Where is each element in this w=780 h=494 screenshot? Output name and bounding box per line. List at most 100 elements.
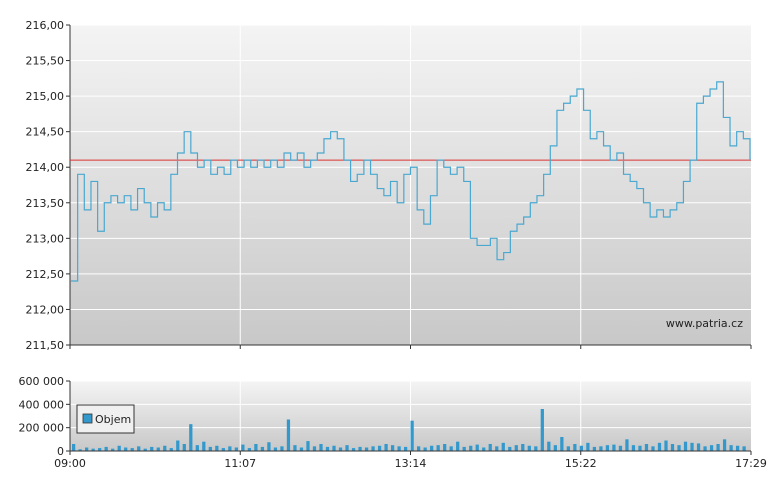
x-tick-label: 13:14 bbox=[395, 457, 427, 470]
volume-bar bbox=[98, 448, 102, 451]
volume-bar bbox=[202, 441, 206, 451]
volume-bar bbox=[111, 448, 115, 451]
volume-bar bbox=[599, 446, 603, 451]
volume-bar bbox=[286, 419, 291, 451]
volume-y-tick-label: 0 bbox=[57, 445, 64, 458]
legend-swatch bbox=[82, 413, 93, 424]
volume-bar bbox=[729, 445, 733, 451]
volume-bar bbox=[566, 446, 570, 451]
volume-bar bbox=[703, 446, 707, 451]
volume-bar bbox=[430, 445, 434, 451]
volume-y-tick-label: 200 000 bbox=[19, 422, 65, 435]
volume-bar bbox=[338, 447, 343, 451]
volume-bar bbox=[371, 446, 375, 451]
volume-bar bbox=[482, 447, 486, 451]
volume-bar bbox=[351, 448, 356, 451]
volume-bar bbox=[579, 445, 584, 451]
volume-bar bbox=[722, 439, 727, 451]
volume-bar bbox=[254, 444, 258, 451]
volume-bar bbox=[195, 445, 199, 451]
volume-bar bbox=[267, 442, 271, 451]
volume-bar bbox=[156, 447, 160, 451]
volume-bar bbox=[443, 444, 447, 451]
volume-bar bbox=[163, 445, 167, 451]
volume-bar bbox=[332, 445, 336, 451]
volume-bar bbox=[742, 446, 746, 451]
volume-bar bbox=[436, 445, 440, 451]
volume-bar bbox=[221, 448, 225, 451]
price-y-tick-label: 211,50 bbox=[26, 339, 65, 352]
volume-bar bbox=[423, 447, 427, 451]
volume-bar bbox=[410, 420, 414, 451]
volume-bar bbox=[150, 446, 154, 451]
volume-bar bbox=[137, 446, 141, 451]
volume-bar bbox=[293, 445, 297, 451]
volume-bar bbox=[495, 446, 499, 451]
volume-bar bbox=[345, 445, 349, 451]
volume-bar bbox=[625, 439, 629, 451]
watermark-text: www.patria.cz bbox=[666, 317, 743, 330]
volume-bar bbox=[488, 444, 492, 451]
price-y-tick-label: 215,50 bbox=[26, 55, 65, 68]
volume-bar bbox=[91, 448, 95, 451]
volume-bar bbox=[501, 442, 505, 451]
price-series-line bbox=[71, 81, 751, 282]
volume-legend: Objem bbox=[76, 404, 135, 434]
price-y-tick-label: 215,00 bbox=[26, 90, 65, 103]
volume-bar bbox=[644, 444, 649, 451]
price-y-tick-label: 214,50 bbox=[26, 126, 65, 139]
volume-bar bbox=[117, 445, 121, 451]
volume-bar bbox=[514, 445, 518, 451]
volume-bar bbox=[78, 449, 82, 451]
price-y-tick-label: 212,00 bbox=[26, 303, 65, 316]
price-y-tick-label: 212,50 bbox=[26, 268, 65, 281]
volume-bar bbox=[735, 445, 740, 451]
volume-bar bbox=[228, 446, 232, 451]
volume-bar bbox=[592, 446, 597, 451]
volume-bar bbox=[651, 446, 655, 451]
volume-y-tick-label: 600 000 bbox=[19, 375, 65, 388]
volume-bar bbox=[690, 442, 694, 451]
volume-bar bbox=[696, 443, 701, 451]
volume-bar bbox=[657, 442, 662, 451]
volume-bar bbox=[605, 445, 610, 451]
volume-bar bbox=[397, 446, 401, 451]
volume-bar bbox=[260, 446, 265, 451]
volume-bar bbox=[189, 424, 193, 451]
volume-bar bbox=[612, 444, 616, 451]
volume-bar bbox=[85, 447, 89, 451]
volume-bar bbox=[417, 446, 421, 451]
volume-bar bbox=[521, 444, 525, 451]
volume-bar bbox=[182, 444, 186, 451]
volume-bar bbox=[508, 446, 512, 451]
volume-bar bbox=[319, 444, 323, 451]
volume-bar bbox=[325, 446, 330, 451]
volume-bar bbox=[670, 444, 675, 451]
volume-bar bbox=[683, 441, 688, 451]
volume-bar bbox=[273, 447, 278, 451]
volume-bar bbox=[527, 445, 531, 451]
volume-bar bbox=[547, 441, 551, 451]
volume-bar bbox=[241, 444, 245, 451]
x-tick-label: 15:22 bbox=[565, 457, 597, 470]
volume-bar bbox=[364, 447, 369, 451]
volume-bar bbox=[384, 444, 388, 451]
price-y-tick-label: 213,50 bbox=[26, 197, 65, 210]
volume-bar bbox=[475, 444, 479, 451]
volume-bar bbox=[377, 445, 382, 451]
x-tick-label: 09:00 bbox=[54, 457, 86, 470]
volume-bar bbox=[215, 445, 219, 451]
volume-bar bbox=[306, 441, 310, 451]
volume-bar bbox=[403, 446, 408, 451]
volume-bar bbox=[469, 445, 473, 451]
volume-bar bbox=[540, 409, 544, 451]
volume-bar bbox=[586, 442, 590, 451]
volume-bar bbox=[104, 446, 108, 451]
volume-bar bbox=[573, 444, 577, 451]
volume-bar bbox=[358, 446, 362, 451]
volume-bar bbox=[638, 445, 642, 451]
volume-bar bbox=[234, 447, 238, 451]
volume-bar bbox=[560, 437, 564, 451]
